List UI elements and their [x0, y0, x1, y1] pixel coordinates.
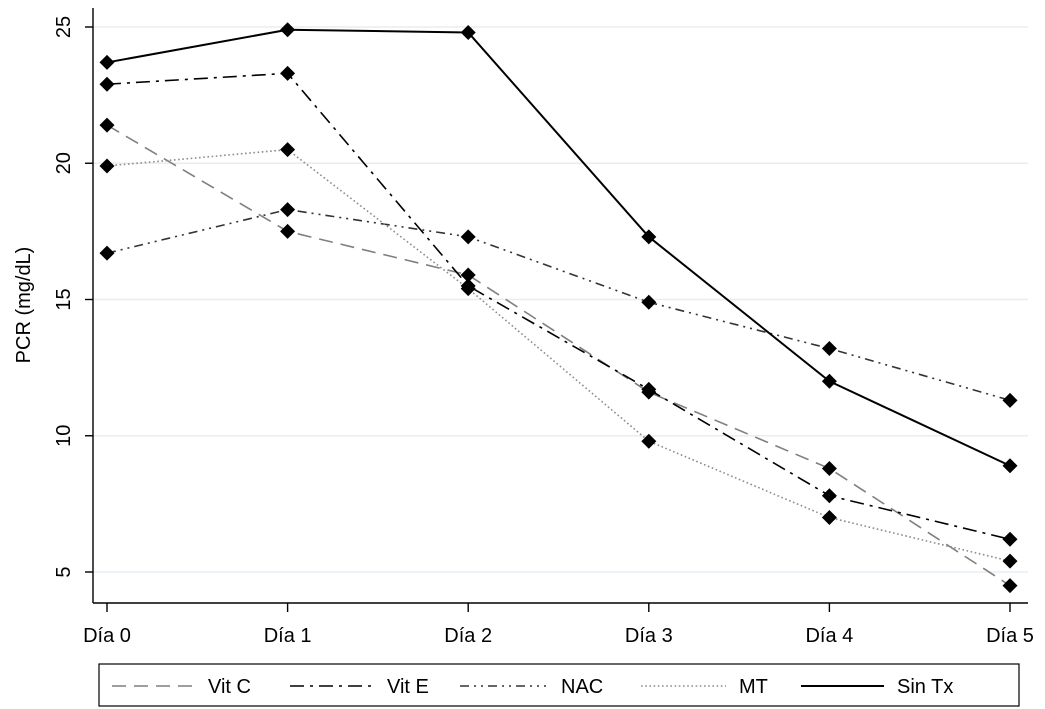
- data-point: [460, 24, 476, 40]
- data-point: [280, 22, 296, 38]
- data-point: [821, 373, 837, 389]
- x-tick-label: Día 0: [83, 625, 131, 647]
- data-point: [460, 281, 476, 297]
- data-point: [641, 294, 657, 310]
- data-point: [280, 65, 296, 81]
- data-point: [99, 54, 115, 70]
- series-lines: [106, 28, 1011, 587]
- data-point: [1002, 531, 1018, 547]
- data-point: [280, 142, 296, 158]
- series-line-sin-tx: [106, 28, 1011, 467]
- data-point: [460, 229, 476, 245]
- legend: Vit C Vit E NAC MT Sin Tx: [98, 663, 1020, 707]
- y-tick-label: 25: [53, 16, 75, 38]
- data-point: [821, 341, 837, 357]
- legend-label: Sin Tx: [897, 676, 953, 698]
- series-line-vit-c: [106, 124, 1011, 587]
- data-point: [641, 229, 657, 245]
- x-tick-label: Día 4: [805, 625, 853, 647]
- axis-labels: 5 10 15 20 25 Día 0 Día 1 Día 2 Día 3 Día 4 Día 5 P…: [13, 16, 1034, 647]
- data-markers: [99, 22, 1018, 594]
- x-tick-label: Día 3: [625, 625, 673, 647]
- series-line-mt: [106, 148, 1011, 562]
- y-tick-label: 15: [53, 288, 75, 310]
- x-tick-label: Día 1: [264, 625, 312, 647]
- data-point: [821, 488, 837, 504]
- y-tick-label: 20: [53, 152, 75, 174]
- y-tick-label: 10: [53, 425, 75, 447]
- legend-label: Vit C: [208, 676, 251, 698]
- data-point: [99, 76, 115, 92]
- data-point: [1002, 578, 1018, 594]
- series-line-vit-e: [106, 72, 1011, 541]
- y-tick-label: 5: [53, 566, 75, 577]
- legend-label: Vit E: [387, 676, 429, 698]
- x-tick-label: Día 5: [986, 625, 1034, 647]
- series-line-nac: [106, 208, 1011, 402]
- legend-label: NAC: [561, 676, 603, 698]
- data-point: [821, 460, 837, 476]
- data-point: [641, 433, 657, 449]
- data-point: [99, 245, 115, 261]
- data-point: [1002, 458, 1018, 474]
- data-point: [1002, 392, 1018, 408]
- x-tick-label: Día 2: [444, 625, 492, 647]
- axes: [85, 8, 1028, 612]
- data-point: [821, 510, 837, 525]
- data-point: [460, 267, 476, 283]
- data-point: [99, 117, 115, 133]
- data-point: [280, 223, 296, 239]
- legend-label: MT: [739, 676, 768, 698]
- data-point: [641, 381, 657, 397]
- grid-lines: [93, 26, 1028, 573]
- y-axis-title: PCR (mg/dL): [13, 247, 35, 364]
- data-point: [1002, 553, 1018, 569]
- data-point: [280, 202, 296, 218]
- data-point: [99, 158, 115, 174]
